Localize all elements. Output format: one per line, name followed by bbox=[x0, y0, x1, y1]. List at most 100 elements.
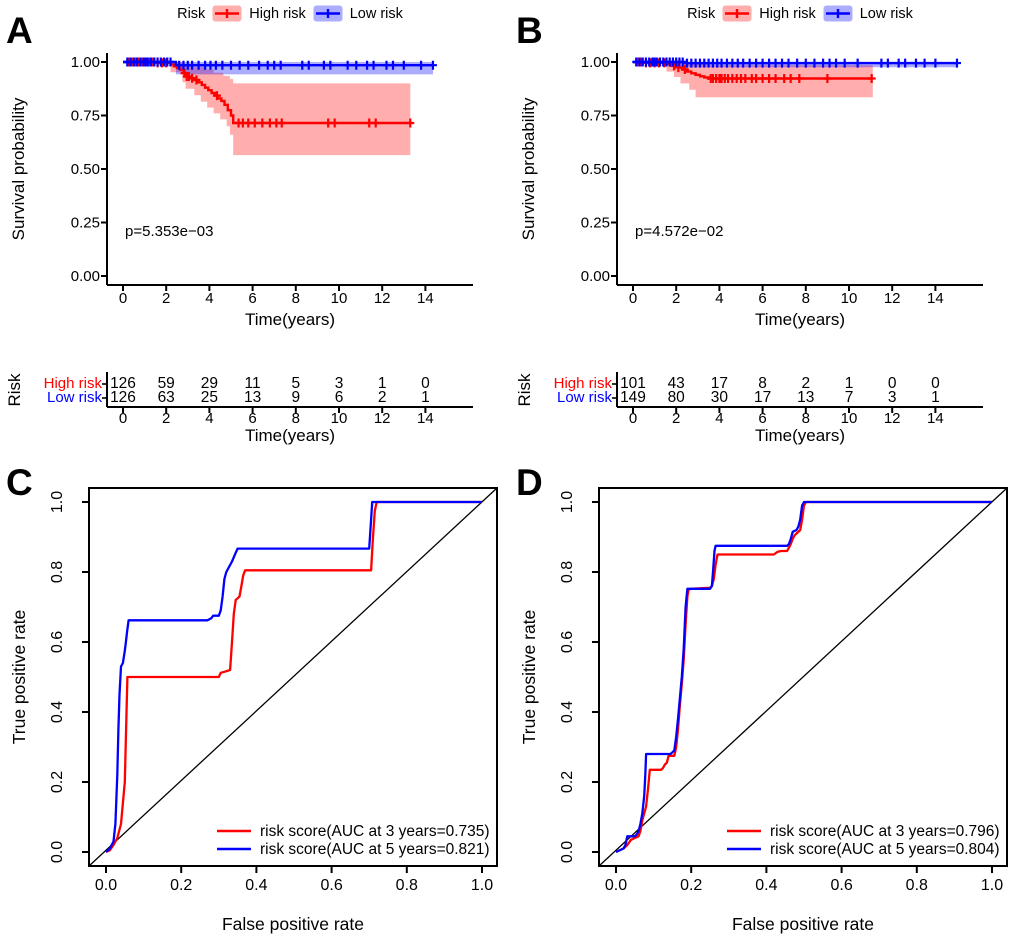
y-tick-label: 0.00 bbox=[71, 268, 100, 285]
low-risk-key-icon bbox=[313, 5, 343, 22]
legend-label-high-risk: High risk bbox=[759, 5, 816, 22]
panel-c: C 0.0 0.2 0.4 0.6 0.8 1.0 0.0 0.2 0.4 0.6 0.8 1.0 Fa… bbox=[0, 460, 510, 949]
risk-count: 59 bbox=[158, 375, 175, 392]
risk-count: 5 bbox=[291, 375, 300, 392]
risk-count: 1 bbox=[421, 389, 430, 406]
y-tick-label: 0.00 bbox=[581, 268, 610, 285]
high-risk-key-icon bbox=[722, 5, 752, 22]
roc-curve bbox=[105, 500, 482, 854]
diagonal-reference-line bbox=[88, 487, 498, 867]
censor-mark bbox=[227, 60, 235, 70]
censor-mark bbox=[840, 58, 849, 68]
risk-table-tick-label: 0 bbox=[119, 410, 127, 427]
censor-mark bbox=[218, 60, 227, 70]
legend-label-low-risk: Low risk bbox=[349, 5, 403, 22]
x-tick-label: 10 bbox=[841, 290, 858, 307]
y-tick-label: 1.00 bbox=[71, 54, 100, 71]
x-tick-label: 1.0 bbox=[471, 877, 493, 894]
risk-count: 1 bbox=[378, 375, 387, 392]
y-tick-label: 0.75 bbox=[71, 108, 100, 125]
y-tick-label: 0.8 bbox=[559, 561, 576, 583]
legend-title: Risk bbox=[687, 5, 716, 22]
y-tick-label: 1.0 bbox=[559, 491, 576, 513]
x-axis-title: False positive rate bbox=[732, 914, 874, 934]
roc-chart-d: 0.0 0.2 0.4 0.6 0.8 1.0 0.0 0.2 0.4 0.6 0.8 1.0 Fals… bbox=[519, 487, 1008, 934]
risk-row-label: Low risk bbox=[557, 389, 613, 406]
y-tick-label: 0.4 bbox=[559, 701, 576, 723]
x-tick-label: 4 bbox=[715, 290, 723, 307]
x-tick-label: 12 bbox=[884, 290, 901, 307]
y-axis-title: True positive rate bbox=[519, 610, 539, 745]
risk-row-label: Low risk bbox=[47, 389, 103, 406]
risk-table-tick-label: 8 bbox=[802, 410, 810, 427]
low-risk-key-icon bbox=[823, 5, 853, 22]
x-tick-label: 0.4 bbox=[245, 877, 267, 894]
risk-count: 0 bbox=[421, 375, 430, 392]
censor-mark bbox=[277, 118, 286, 128]
risk-count: 8 bbox=[758, 375, 767, 392]
risk-table-tick-label: 8 bbox=[292, 410, 300, 427]
censor-mark bbox=[399, 60, 408, 70]
x-axis-title: False positive rate bbox=[222, 914, 364, 934]
legend-label-low-risk: Low risk bbox=[859, 5, 913, 22]
risk-count: 29 bbox=[201, 375, 218, 392]
x-tick-label: 0.2 bbox=[170, 877, 192, 894]
y-tick-label: 0.6 bbox=[559, 631, 576, 653]
x-tick-label: 0.6 bbox=[830, 877, 852, 894]
censor-mark bbox=[276, 60, 285, 70]
panel-label-a: A bbox=[6, 10, 33, 51]
censor-mark bbox=[832, 58, 841, 68]
censor-mark bbox=[188, 73, 197, 83]
x-axis-title: Time(years) bbox=[755, 310, 845, 329]
censor-mark bbox=[911, 58, 920, 68]
censor-mark bbox=[883, 58, 892, 68]
risk-count: 80 bbox=[668, 389, 686, 406]
risk-count: 25 bbox=[201, 389, 218, 406]
y-tick-label: 0.25 bbox=[71, 215, 100, 232]
x-tick-label: 8 bbox=[292, 290, 300, 307]
p-value-a: p=5.353e−03 bbox=[125, 223, 214, 240]
y-tick-label: 0.8 bbox=[49, 561, 66, 583]
x-tick-label: 10 bbox=[331, 290, 348, 307]
x-tick-label: 0.8 bbox=[906, 877, 928, 894]
survival-curve bbox=[123, 60, 412, 125]
censor-mark bbox=[352, 60, 361, 70]
censor-mark bbox=[406, 118, 415, 128]
x-tick-label: 0.4 bbox=[755, 877, 777, 894]
censor-mark bbox=[784, 58, 793, 68]
risk-table-x-title: Time(years) bbox=[245, 426, 335, 445]
risk-table-tick-label: 12 bbox=[374, 410, 391, 427]
censor-mark bbox=[212, 91, 221, 101]
risk-count: 13 bbox=[797, 389, 814, 406]
panel-a: A Risk High risk Low risk p=5.353e−03 0.… bbox=[0, 0, 510, 460]
censor-mark bbox=[389, 60, 397, 70]
censor-mark bbox=[417, 60, 426, 70]
risk-row-label: High risk bbox=[44, 375, 103, 392]
risk-table-tick-label: 10 bbox=[841, 410, 858, 427]
censor-mark bbox=[192, 75, 201, 85]
risk-count: 149 bbox=[620, 389, 646, 406]
risk-table-tick-label: 6 bbox=[758, 410, 766, 427]
risk-table-tick-label: 2 bbox=[672, 410, 680, 427]
risk-table-y-title: Risk bbox=[515, 373, 534, 407]
y-tick-label: 0.50 bbox=[581, 161, 610, 178]
x-tick-label: 14 bbox=[927, 290, 944, 307]
risk-count: 101 bbox=[620, 375, 646, 392]
censor-mark bbox=[786, 73, 795, 83]
y-axis-title: True positive rate bbox=[9, 610, 29, 745]
censor-mark bbox=[330, 118, 339, 128]
censor-mark bbox=[823, 73, 832, 83]
x-tick-label: 0.0 bbox=[605, 877, 627, 894]
y-tick-label: 1.0 bbox=[49, 491, 66, 513]
panel-b: B Risk High risk Low risk p=4.572e−02 0.… bbox=[510, 0, 1020, 460]
y-tick-label: 0.25 bbox=[581, 215, 610, 232]
censor-mark bbox=[795, 73, 804, 83]
risk-count: 63 bbox=[158, 389, 175, 406]
censor-mark bbox=[166, 57, 175, 67]
censor-mark bbox=[920, 58, 929, 68]
risk-table-tick-label: 6 bbox=[248, 410, 256, 427]
risk-table-tick-label: 10 bbox=[331, 410, 348, 427]
censor-mark bbox=[901, 58, 910, 68]
risk-count: 1 bbox=[845, 375, 854, 392]
roc-chart-c: 0.0 0.2 0.4 0.6 0.8 1.0 0.0 0.2 0.4 0.6 0.8 1.0 Fals… bbox=[9, 487, 498, 934]
